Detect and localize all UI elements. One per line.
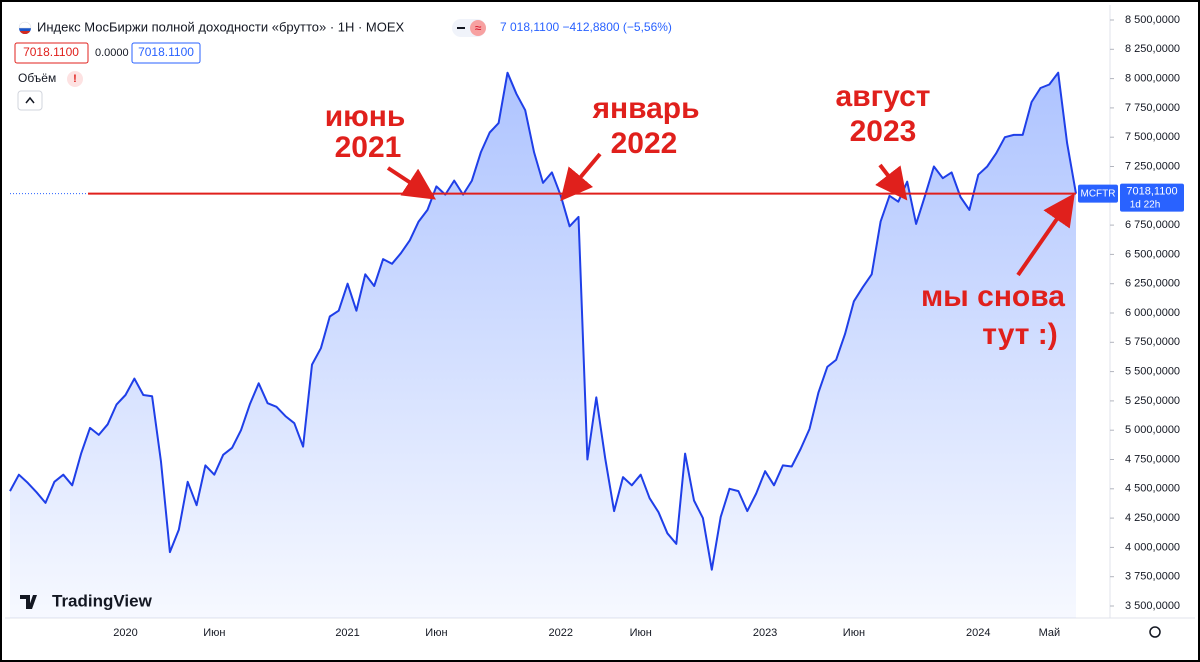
symbol-title: Индекс МосБиржи полной доходности «брутт… bbox=[37, 19, 405, 34]
annotation: июнь bbox=[325, 100, 406, 133]
symbol-badge bbox=[1078, 184, 1118, 203]
x-tick-label: Июн bbox=[843, 627, 865, 639]
x-tick-label: 2024 bbox=[966, 627, 990, 639]
y-tick-label: 6 250,0000 bbox=[1125, 278, 1180, 290]
symbol-badge-text: MCFTR bbox=[1081, 188, 1116, 199]
x-tick-label: Май bbox=[1039, 627, 1061, 639]
collapse-button[interactable] bbox=[17, 90, 43, 111]
y-tick-label: 6 000,0000 bbox=[1125, 307, 1180, 319]
y-tick-label: 5 000,0000 bbox=[1125, 424, 1180, 436]
x-tick-label: 2023 bbox=[753, 627, 777, 639]
warning-icon: ! bbox=[73, 73, 77, 85]
x-tick-label: Июн bbox=[203, 627, 225, 639]
price-badge-text: 7018,1100 bbox=[1126, 186, 1177, 198]
x-tick-label: 2020 bbox=[113, 627, 137, 639]
x-tick-label: Июн bbox=[630, 627, 652, 639]
value-box-text: 7018.1100 bbox=[138, 45, 194, 59]
y-tick-label: 5 500,0000 bbox=[1125, 366, 1180, 378]
y-tick-label: 5 250,0000 bbox=[1125, 395, 1180, 407]
indicator-toggle[interactable] bbox=[470, 20, 486, 36]
x-tick-label: Июн bbox=[425, 627, 447, 639]
y-tick-label: 4 500,0000 bbox=[1125, 483, 1180, 495]
y-tick-label: 3 500,0000 bbox=[1125, 600, 1180, 612]
brand-logo bbox=[20, 595, 37, 609]
price-line bbox=[9, 71, 1077, 571]
annotation: 2023 bbox=[850, 115, 917, 148]
y-tick-label: 6 500,0000 bbox=[1125, 248, 1180, 260]
flag-icon bbox=[18, 21, 32, 29]
volume-label: Объём bbox=[18, 71, 56, 85]
annotation: август bbox=[836, 80, 931, 113]
y-tick-label: 7 500,0000 bbox=[1125, 131, 1180, 143]
y-tick-label: 8 500,0000 bbox=[1125, 14, 1180, 26]
annotation-arrow bbox=[386, 166, 437, 200]
settings-button[interactable] bbox=[1149, 626, 1161, 638]
annotation-arrow bbox=[1016, 193, 1075, 277]
y-tick-label: 3 750,0000 bbox=[1125, 571, 1180, 583]
y-tick-label: 7 750,0000 bbox=[1125, 102, 1180, 114]
countdown-text: 1d 22h bbox=[1130, 199, 1161, 210]
y-tick-label: 4 750,0000 bbox=[1125, 453, 1180, 465]
flag-icon bbox=[19, 31, 31, 35]
y-tick-label: 7 250,0000 bbox=[1125, 160, 1180, 172]
price-badge bbox=[1120, 183, 1184, 212]
annotation: 2021 bbox=[335, 131, 402, 164]
y-tick-label: 4 250,0000 bbox=[1125, 512, 1180, 524]
value-box-text: 7018.1100 bbox=[23, 45, 79, 59]
annotation: тут :) bbox=[982, 318, 1058, 351]
price-change: 7 018,1100 −412,8800 (−5,56%) bbox=[500, 20, 672, 34]
annotation: 2022 bbox=[611, 127, 678, 160]
icon bbox=[25, 96, 35, 104]
annotation: январь bbox=[591, 92, 699, 125]
y-tick-label: 8 000,0000 bbox=[1125, 73, 1180, 85]
x-tick-label: 2021 bbox=[335, 627, 359, 639]
x-tick-label: 2022 bbox=[549, 627, 573, 639]
plot-area: 3 500,0000 3 750,0000 4 000,0000 4 250,0000… bbox=[9, 14, 1184, 639]
value-box bbox=[131, 42, 201, 64]
value-box-text: 0.0000 bbox=[95, 47, 129, 59]
y-tick-label: 5 750,0000 bbox=[1125, 336, 1180, 348]
annotation-arrow bbox=[875, 163, 908, 201]
y-tick-label: 8 250,0000 bbox=[1125, 43, 1180, 55]
value-box bbox=[14, 42, 89, 64]
area-fill bbox=[10, 72, 1076, 618]
y-tick-label: 6 750,0000 bbox=[1125, 219, 1180, 231]
annotation: мы снова bbox=[921, 280, 1065, 313]
warning-icon[interactable] bbox=[67, 71, 83, 87]
annotation-arrow bbox=[560, 152, 602, 202]
brand-name: TradingView bbox=[52, 591, 153, 610]
icon: ≈ bbox=[475, 21, 482, 35]
y-tick-label: 4 000,0000 bbox=[1125, 541, 1180, 553]
